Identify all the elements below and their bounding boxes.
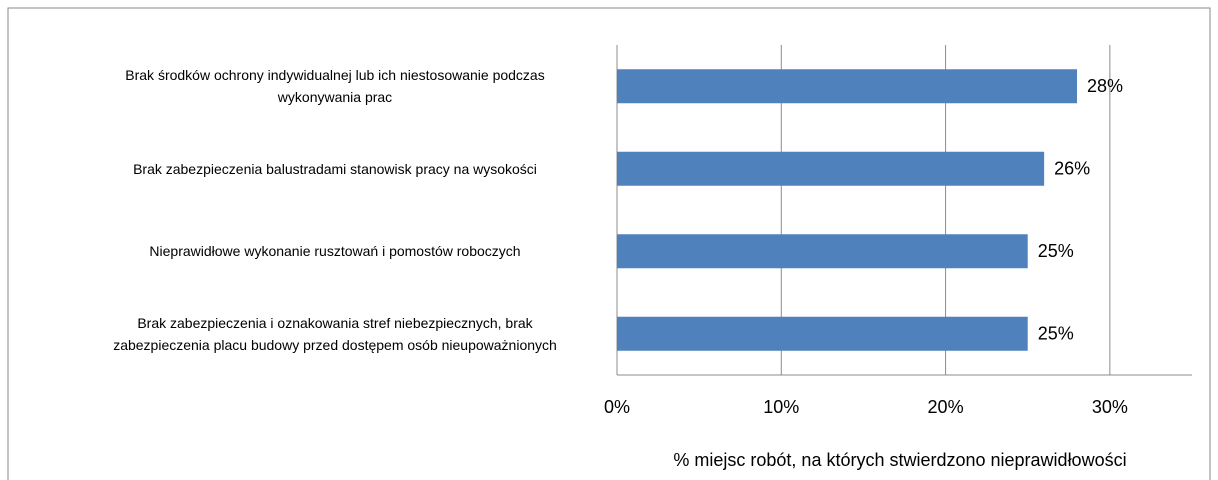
x-tick-label: 0% [604,397,630,417]
x-tick-label: 20% [928,397,964,417]
category-label: Brak zabezpieczenia balustradami stanowi… [133,160,537,177]
category-label: Nieprawidłowe wykonanie rusztowań i pomo… [149,243,521,260]
value-label: 25% [1038,324,1074,344]
chart-border [7,7,1211,480]
x-tick-label: 10% [763,397,799,417]
bar [617,316,1028,351]
category-label: Brak zabezpieczenia i oznakowania stref … [113,314,557,353]
x-axis-title: % miejsc robót, na których stwierdzono n… [673,450,1126,470]
bar [617,69,1077,104]
value-label: 28% [1087,76,1123,96]
value-label: 25% [1038,241,1074,261]
x-tick-label: 30% [1092,397,1128,417]
category-label: Brak środków ochrony indywidualnej lub i… [125,67,545,106]
bar [617,151,1045,186]
value-label: 26% [1054,159,1090,179]
bar [617,234,1028,269]
